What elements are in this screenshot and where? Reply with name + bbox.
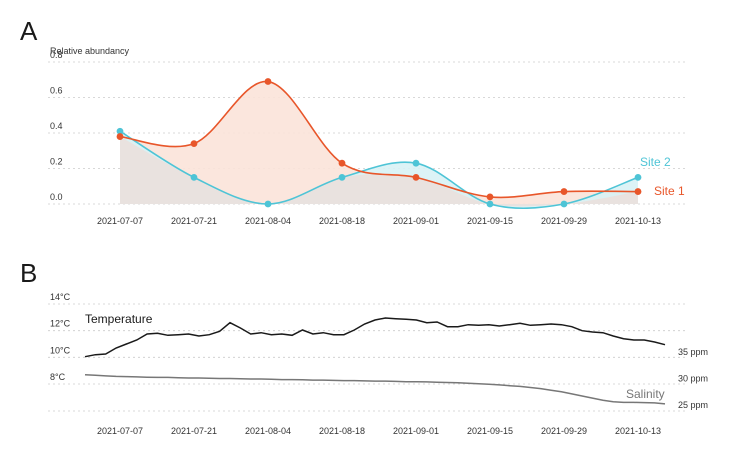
site1-line — [119, 80, 639, 199]
x-tick-label: 2021-07-21 — [171, 426, 217, 436]
panel-a-areas — [120, 81, 638, 209]
site2-point — [486, 200, 494, 208]
x-tick-label: 2021-07-07 — [97, 216, 143, 226]
site1-point — [338, 159, 346, 167]
panel-b-label: B — [20, 258, 37, 288]
panel-a-xticks: 2021-07-07 2021-07-21 2021-08-04 2021-08-18… — [97, 216, 661, 226]
salinity-line — [84, 374, 666, 405]
y-tick-label: 0.4 — [50, 121, 63, 131]
right-tick-label: 25 ppm — [678, 400, 708, 410]
y-tick-label: 0.8 — [50, 50, 63, 60]
y-tick-label: 0.0 — [50, 192, 63, 202]
panel-b-chart: 14°C 12°C 10°C 8°C 35 ppm 30 ppm 25 ppm 2021-… — [48, 292, 708, 436]
site2-point — [190, 173, 198, 181]
panel-a-chart: Relative abundancy 0.0 0.2 0.4 0.6 0.8 2021-… — [48, 46, 688, 226]
site1-point — [116, 133, 124, 140]
right-tick-label: 35 ppm — [678, 347, 708, 357]
site2-point — [338, 173, 346, 181]
panel-b-right-ticks: 35 ppm 30 ppm 25 ppm — [678, 347, 708, 410]
overlap-area — [120, 136, 638, 207]
left-tick-label: 8°C — [50, 372, 66, 382]
site1-point — [634, 188, 642, 195]
site2-legend-label: Site 2 — [640, 155, 671, 169]
x-tick-label: 2021-09-29 — [541, 426, 587, 436]
x-tick-label: 2021-09-15 — [467, 426, 513, 436]
site2-point — [412, 159, 420, 167]
left-tick-label: 10°C — [50, 345, 71, 355]
panel-a-points — [116, 78, 642, 208]
x-tick-label: 2021-09-01 — [393, 216, 439, 226]
panel-b-xticks: 2021-07-07 2021-07-21 2021-08-04 2021-08-18… — [97, 426, 661, 436]
site1-point — [560, 188, 568, 195]
site1-point — [264, 78, 272, 85]
temperature-label: Temperature — [85, 312, 153, 326]
x-tick-label: 2021-07-07 — [97, 426, 143, 436]
site2-point — [560, 200, 568, 208]
site1-legend-label: Site 1 — [654, 184, 685, 198]
site1-point — [190, 140, 198, 148]
site1-point — [486, 193, 494, 201]
site2-point — [264, 200, 272, 208]
x-tick-label: 2021-08-18 — [319, 426, 365, 436]
x-tick-label: 2021-07-21 — [171, 216, 217, 226]
y-tick-label: 0.2 — [50, 157, 63, 167]
site2-point — [634, 173, 642, 181]
x-tick-label: 2021-10-13 — [615, 216, 661, 226]
site1-point — [412, 173, 420, 181]
panel-a-yticks: 0.0 0.2 0.4 0.6 0.8 — [50, 50, 63, 202]
temperature-line — [84, 317, 666, 358]
x-tick-label: 2021-09-29 — [541, 216, 587, 226]
panel-b-lines — [84, 317, 666, 405]
salinity-label: Salinity — [626, 387, 665, 401]
x-tick-label: 2021-08-04 — [245, 426, 291, 436]
x-tick-label: 2021-10-13 — [615, 426, 661, 436]
y-tick-label: 0.6 — [50, 86, 63, 96]
left-tick-label: 12°C — [50, 319, 71, 329]
panel-b-left-ticks: 14°C 12°C 10°C 8°C — [50, 292, 71, 382]
site2-area — [120, 131, 638, 209]
left-tick-label: 14°C — [50, 292, 71, 302]
site1-area — [120, 81, 638, 204]
panel-b-grid — [48, 303, 688, 412]
x-tick-label: 2021-08-04 — [245, 216, 291, 226]
x-tick-label: 2021-09-01 — [393, 426, 439, 436]
panel-a-ylabel: Relative abundancy — [50, 46, 130, 56]
x-tick-label: 2021-09-15 — [467, 216, 513, 226]
site2-point — [116, 127, 124, 135]
right-tick-label: 30 ppm — [678, 374, 708, 384]
x-tick-label: 2021-08-18 — [319, 216, 365, 226]
panel-a-label: A — [20, 16, 38, 46]
